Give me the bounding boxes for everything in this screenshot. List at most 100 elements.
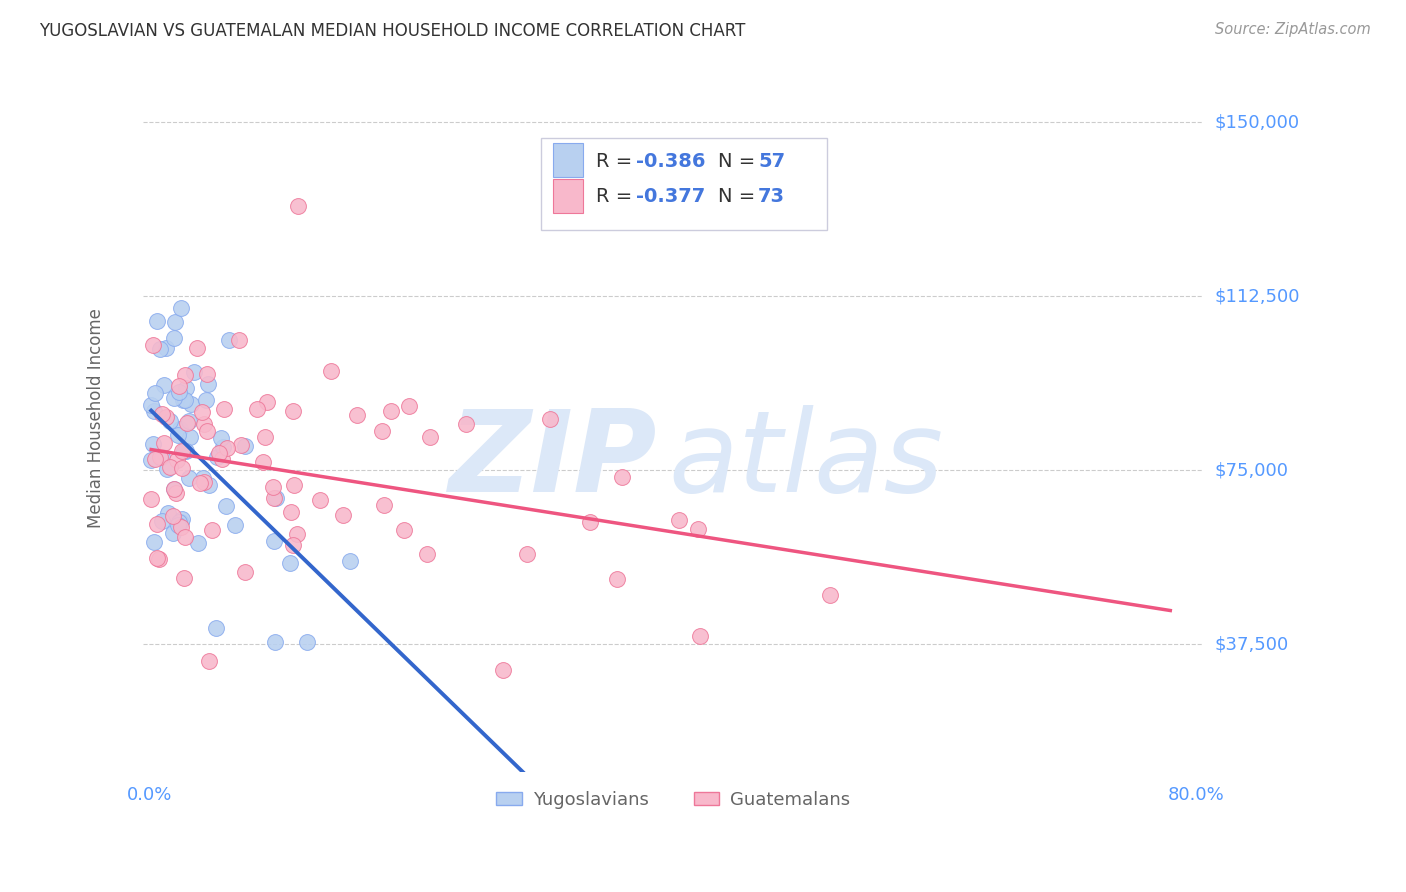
Point [820,588,842,602]
Point [155,409,177,424]
Point [394,523,416,537]
Point [180,397,202,411]
Point [176,416,198,430]
Point [163,482,186,496]
FancyBboxPatch shape [554,178,583,213]
Point [177,471,200,485]
Point [416,547,439,561]
Point [170,444,193,458]
Point [256,395,278,409]
Point [166,453,188,467]
Text: $37,500: $37,500 [1215,635,1288,654]
Point [224,518,246,533]
Text: 57: 57 [758,152,785,170]
Text: Median Household Income: Median Household Income [87,308,104,528]
Point [197,654,219,668]
Point [229,438,252,452]
Point [612,469,634,483]
Point [155,341,177,355]
Point [174,381,197,395]
Point [145,452,167,467]
Point [159,414,181,428]
Text: -0.386: -0.386 [636,152,706,170]
Point [285,527,308,541]
Point [143,386,166,401]
Point [156,506,179,520]
Point [167,516,190,530]
Point [150,450,173,464]
Point [235,565,257,579]
Point [150,407,173,421]
Text: ZIP: ZIP [449,405,657,516]
Point [152,377,174,392]
Point [167,517,190,532]
Point [380,404,402,418]
Point [218,333,240,347]
Point [689,629,711,643]
Point [188,476,211,491]
Point [371,424,394,438]
Point [193,475,215,489]
Point [170,515,193,529]
Point [143,404,166,418]
Point [166,428,188,442]
Point [195,424,218,438]
Point [149,450,172,464]
Point [398,399,420,413]
Point [212,401,235,416]
Point [167,379,190,393]
Point [142,436,165,450]
Point [166,486,188,500]
Point [339,554,361,568]
Point [263,533,285,548]
Point [194,393,217,408]
Point [163,482,186,496]
Point [177,414,200,428]
Point [167,384,190,399]
Text: YUGOSLAVIAN VS GUATEMALAN MEDIAN HOUSEHOLD INCOME CORRELATION CHART: YUGOSLAVIAN VS GUATEMALAN MEDIAN HOUSEHO… [39,22,745,40]
Point [173,444,195,458]
Point [280,506,302,520]
Point [172,393,194,408]
Point [173,530,195,544]
Point [170,461,193,475]
FancyBboxPatch shape [554,144,583,178]
Point [516,547,538,561]
Point [309,493,332,508]
Point [190,405,212,419]
Point [606,572,628,586]
Point [205,621,228,635]
Point [197,377,219,392]
Point [146,314,169,328]
Point [159,459,181,474]
Point [170,512,193,526]
Text: $75,000: $75,000 [1215,461,1288,479]
Point [319,364,342,378]
Text: R =: R = [596,152,638,170]
Point [211,452,233,467]
Point [146,550,169,565]
Point [163,331,186,345]
Point [263,491,285,505]
Point [205,450,228,464]
Point [148,552,170,566]
Point [187,536,209,550]
Point [688,522,710,536]
Point [163,391,186,405]
Point [287,199,309,213]
Point [193,417,215,431]
Point [156,462,179,476]
Point [195,367,218,381]
Point [173,571,195,585]
Point [209,431,232,445]
Point [246,402,269,417]
Point [170,301,193,316]
Point [579,516,602,530]
Text: atlas: atlas [668,405,943,516]
Point [283,478,305,492]
Point [174,392,197,407]
Point [454,417,477,431]
Text: 73: 73 [758,187,785,206]
Point [162,526,184,541]
Text: $150,000: $150,000 [1215,113,1299,131]
